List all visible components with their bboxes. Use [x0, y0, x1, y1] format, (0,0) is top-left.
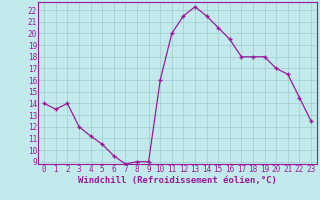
X-axis label: Windchill (Refroidissement éolien,°C): Windchill (Refroidissement éolien,°C)	[78, 176, 277, 185]
